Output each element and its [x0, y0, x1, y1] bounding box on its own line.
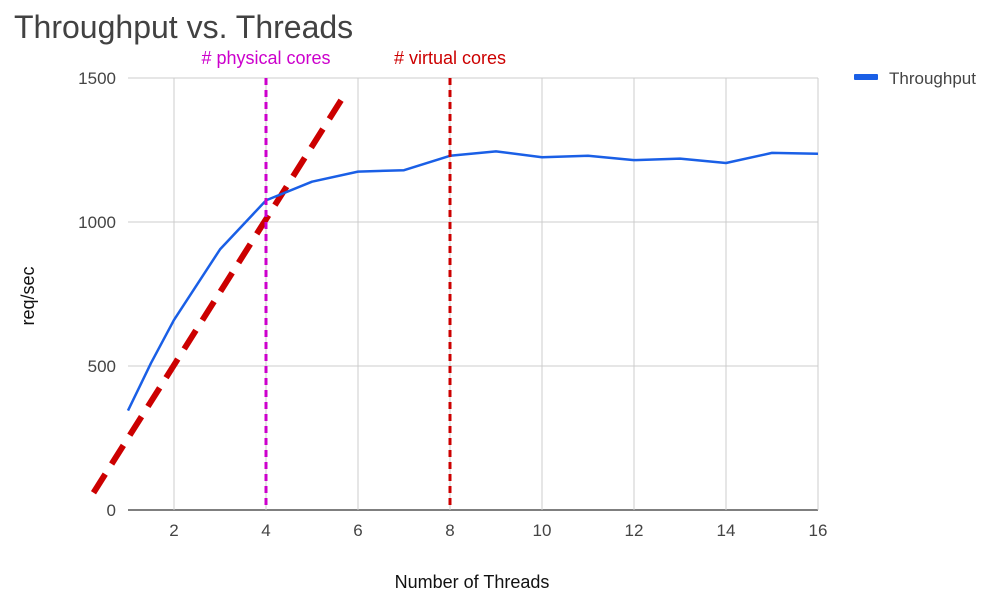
x-tick-label: 8: [445, 521, 454, 540]
y-tick-labels: 0 500 1000 1500: [78, 69, 116, 520]
x-tick-label: 12: [625, 521, 644, 540]
series-line-throughput: [126, 150, 819, 412]
physical-cores-label: # physical cores: [201, 48, 330, 68]
y-tick-label: 1000: [78, 213, 116, 232]
virtual-cores-label: # virtual cores: [394, 48, 506, 68]
x-tick-label: 6: [353, 521, 362, 540]
y-axis-label: req/sec: [18, 266, 38, 325]
linear-trend-line: [90, 93, 347, 495]
y-tick-label: 1500: [78, 69, 116, 88]
grid: [128, 77, 819, 511]
legend-label-throughput: Throughput: [889, 69, 976, 88]
y-tick-label: 500: [88, 357, 116, 376]
x-tick-labels: 2 4 6 8 10 12 14 16: [169, 521, 827, 540]
legend-swatch-throughput: [854, 74, 878, 80]
x-tick-label: 16: [809, 521, 828, 540]
x-tick-label: 4: [261, 521, 270, 540]
x-tick-label: 2: [169, 521, 178, 540]
y-tick-label: 0: [107, 501, 116, 520]
x-axis-label: Number of Threads: [395, 572, 550, 592]
x-tick-label: 10: [533, 521, 552, 540]
legend: Throughput: [854, 69, 976, 88]
x-tick-label: 14: [717, 521, 736, 540]
chart-title: Throughput vs. Threads: [14, 9, 353, 45]
